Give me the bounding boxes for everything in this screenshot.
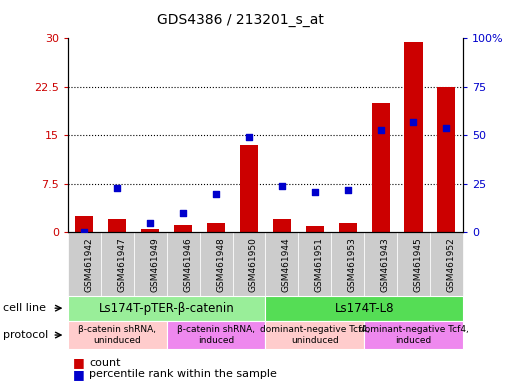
Text: GSM461951: GSM461951: [315, 237, 324, 292]
Text: GSM461947: GSM461947: [117, 237, 127, 292]
Text: ■: ■: [73, 356, 85, 369]
Point: [344, 187, 352, 193]
Text: GSM461943: GSM461943: [381, 237, 390, 292]
Text: β-catenin shRNA,
uninduced: β-catenin shRNA, uninduced: [78, 325, 156, 345]
Text: GSM461945: GSM461945: [414, 237, 423, 292]
Bar: [108, 219, 127, 232]
Text: dominant-negative Tcf4,
induced: dominant-negative Tcf4, induced: [359, 325, 469, 345]
Point: [146, 220, 154, 226]
Bar: [306, 226, 324, 232]
Point: [80, 229, 88, 235]
Text: GSM461952: GSM461952: [447, 237, 456, 292]
Text: Ls174T-L8: Ls174T-L8: [334, 302, 394, 314]
Point: [377, 126, 385, 132]
Text: GSM461944: GSM461944: [282, 237, 291, 292]
Text: GSM461950: GSM461950: [249, 237, 258, 292]
Bar: [75, 216, 94, 232]
Bar: [174, 225, 192, 232]
Text: count: count: [89, 358, 120, 368]
Point: [212, 190, 220, 197]
Text: GSM461953: GSM461953: [348, 237, 357, 292]
Point: [113, 185, 121, 191]
Bar: [141, 229, 160, 232]
Bar: [273, 219, 291, 232]
Text: GSM461946: GSM461946: [183, 237, 192, 292]
Text: β-catenin shRNA,
induced: β-catenin shRNA, induced: [177, 325, 255, 345]
Bar: [404, 41, 423, 232]
Bar: [437, 87, 456, 232]
Point: [245, 134, 253, 141]
Text: dominant-negative Tcf4,
uninduced: dominant-negative Tcf4, uninduced: [260, 325, 370, 345]
Text: protocol: protocol: [3, 330, 48, 340]
Point: [179, 210, 187, 216]
Point: [311, 189, 319, 195]
Text: GSM461949: GSM461949: [150, 237, 160, 292]
Bar: [371, 103, 390, 232]
Text: GSM461948: GSM461948: [216, 237, 225, 292]
Text: cell line: cell line: [3, 303, 46, 313]
Bar: [240, 145, 258, 232]
Bar: [207, 223, 225, 232]
Text: percentile rank within the sample: percentile rank within the sample: [89, 369, 277, 379]
Bar: [338, 223, 357, 232]
Point: [278, 183, 286, 189]
Text: GSM461942: GSM461942: [84, 237, 94, 292]
Text: ■: ■: [73, 368, 85, 381]
Text: GDS4386 / 213201_s_at: GDS4386 / 213201_s_at: [157, 13, 324, 27]
Text: Ls174T-pTER-β-catenin: Ls174T-pTER-β-catenin: [99, 302, 235, 314]
Point: [410, 119, 418, 125]
Point: [442, 124, 451, 131]
